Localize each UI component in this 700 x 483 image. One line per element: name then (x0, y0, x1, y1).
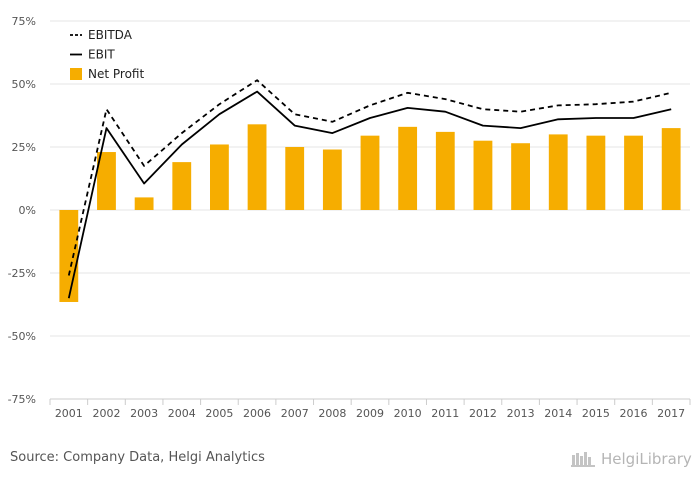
net-profit-bar (624, 135, 643, 210)
net-profit-bar (172, 162, 192, 210)
x-tick-label: 2010 (394, 407, 422, 420)
x-tick-label: 2003 (130, 407, 158, 420)
net-profit-bar (360, 135, 380, 210)
net-profit-bar (661, 128, 681, 210)
x-tick-label: 2008 (318, 407, 346, 420)
net-profit-bar (247, 124, 267, 210)
x-tick-label: 2013 (507, 407, 535, 420)
x-tick-label: 2005 (205, 407, 233, 420)
x-tick-label: 2017 (657, 407, 685, 420)
x-tick-label: 2002 (92, 407, 120, 420)
net-profit-bar (134, 197, 154, 210)
net-profit-bar (473, 140, 493, 210)
y-axis-ticks: 75% 50% 25% 0% -25% -50% -75% (8, 15, 36, 406)
net-profit-bar (398, 126, 418, 210)
net-profit-bar (59, 210, 79, 302)
x-tick-label: 2011 (431, 407, 459, 420)
net-profit-bar (548, 134, 568, 210)
x-tick-label: 2004 (168, 407, 196, 420)
line-series (67, 79, 672, 299)
library-icon (571, 452, 595, 467)
x-tick-label: 2007 (281, 407, 309, 420)
legend-net-profit-swatch (70, 68, 82, 80)
x-axis-ticks: 2001 2002 2003 2004 2005 2006 2007 2008 2009 2010… (49, 398, 691, 420)
net-profit-bar (210, 144, 229, 210)
y-tick-label: -25% (8, 267, 36, 280)
x-tick-label: 2006 (243, 407, 271, 420)
x-tick-label: 2012 (469, 407, 497, 420)
brand-name: HelgiLibrary (601, 450, 692, 468)
y-tick-label: -75% (8, 393, 36, 406)
legend-net-profit-label: Net Profit (88, 67, 144, 81)
net-profit-bar (511, 143, 530, 210)
x-tick-label: 2016 (620, 407, 648, 420)
net-profit-bars (59, 124, 681, 302)
x-tick-label: 2009 (356, 407, 384, 420)
net-profit-bar (97, 152, 116, 210)
net-profit-bar (285, 147, 305, 210)
y-tick-label: 75% (12, 15, 36, 28)
legend: EBITDA EBIT Net Profit (70, 28, 144, 81)
source-note: Source: Company Data, Helgi Analytics (10, 450, 265, 465)
helgi-library-logo: HelgiLibrary (571, 448, 692, 470)
chart-area: 75% 50% 25% 0% -25% -50% -75% 2001 2002 2003 2004… (8, 15, 691, 420)
x-tick-label: 2015 (582, 407, 610, 420)
ebit-line (67, 90, 672, 299)
net-profit-bar (586, 135, 606, 210)
net-profit-bar (435, 131, 455, 210)
y-tick-label: -50% (8, 330, 36, 343)
net-profit-bar (322, 149, 342, 210)
x-tick-label: 2014 (544, 407, 572, 420)
y-tick-label: 50% (12, 78, 36, 91)
x-tick-label: 2001 (55, 407, 83, 420)
y-tick-label: 0% (19, 204, 36, 217)
legend-ebitda-label: EBITDA (88, 28, 133, 42)
legend-ebit-label: EBIT (88, 48, 115, 62)
y-tick-label: 25% (12, 141, 36, 154)
ebitda-line (67, 79, 672, 276)
